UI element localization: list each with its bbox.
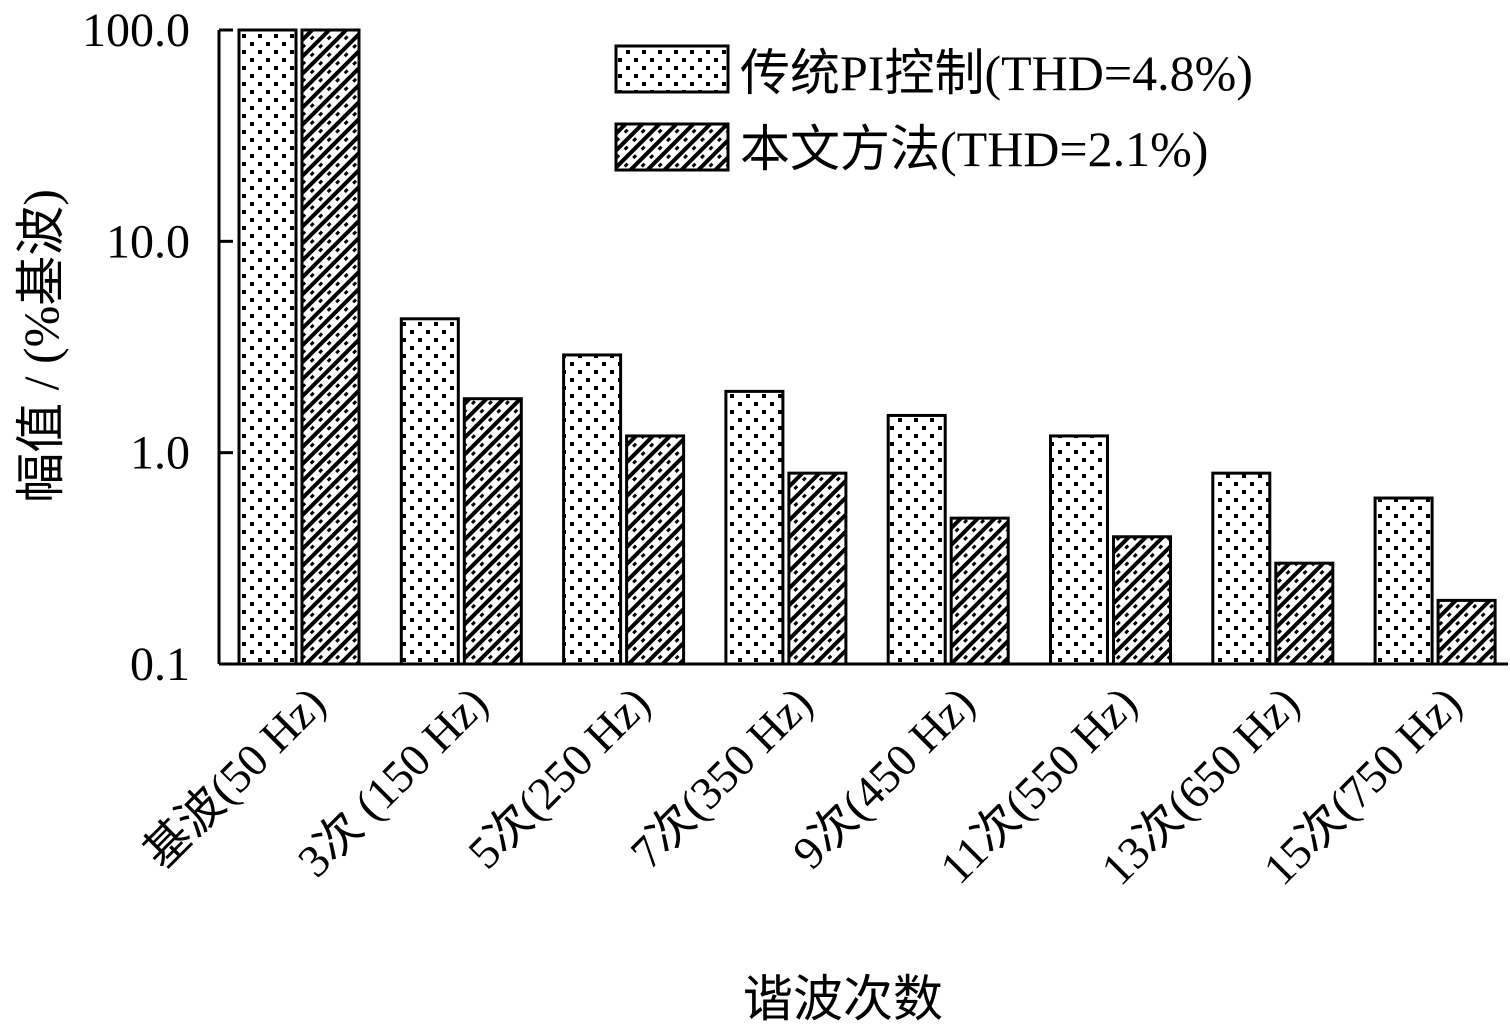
x-axis-title: 谐波次数 xyxy=(743,971,943,1027)
bar-series-2 xyxy=(787,471,848,666)
bar-series-2 xyxy=(300,28,361,666)
bar-series-1 xyxy=(562,353,623,666)
bar-series-1 xyxy=(1049,434,1109,666)
y-ticks: 100.0 10.0 1.0 0.1 xyxy=(82,4,233,691)
bar-series-1 xyxy=(886,413,947,666)
y-tick-label: 100.0 xyxy=(82,4,190,57)
legend-label-series-1: 传统PI控制(THD=4.8%) xyxy=(740,45,1253,101)
bar-series-2 xyxy=(625,434,686,666)
bar-series-2 xyxy=(1436,598,1497,666)
legend-swatch-series-2 xyxy=(614,122,730,172)
legend: 传统PI控制(THD=4.8%) 本文方法(THD=2.1%) xyxy=(614,44,1253,177)
y-tick-label: 0.1 xyxy=(130,638,190,691)
bar-series-1 xyxy=(724,389,785,666)
legend-label-series-2: 本文方法(THD=2.1%) xyxy=(740,121,1208,177)
bar-series-2 xyxy=(1112,535,1172,666)
y-axis-title: 幅值 / (%基波) xyxy=(13,189,69,503)
category-labels: 基波(50 Hz)3次 (150 Hz)5次(250 Hz)7次(350 Hz)… xyxy=(134,677,1471,895)
bar-series-2 xyxy=(462,397,523,666)
legend-swatch-series-1 xyxy=(614,44,730,94)
bar-series-1 xyxy=(237,28,298,666)
bar-series-2 xyxy=(1274,561,1335,666)
bars xyxy=(237,28,1497,666)
bar-series-2 xyxy=(949,516,1010,666)
y-tick-label: 1.0 xyxy=(130,427,190,480)
bar-series-1 xyxy=(399,317,460,666)
y-tick-label: 10.0 xyxy=(106,215,190,268)
bar-series-1 xyxy=(1211,471,1272,666)
bar-series-1 xyxy=(1373,496,1434,666)
